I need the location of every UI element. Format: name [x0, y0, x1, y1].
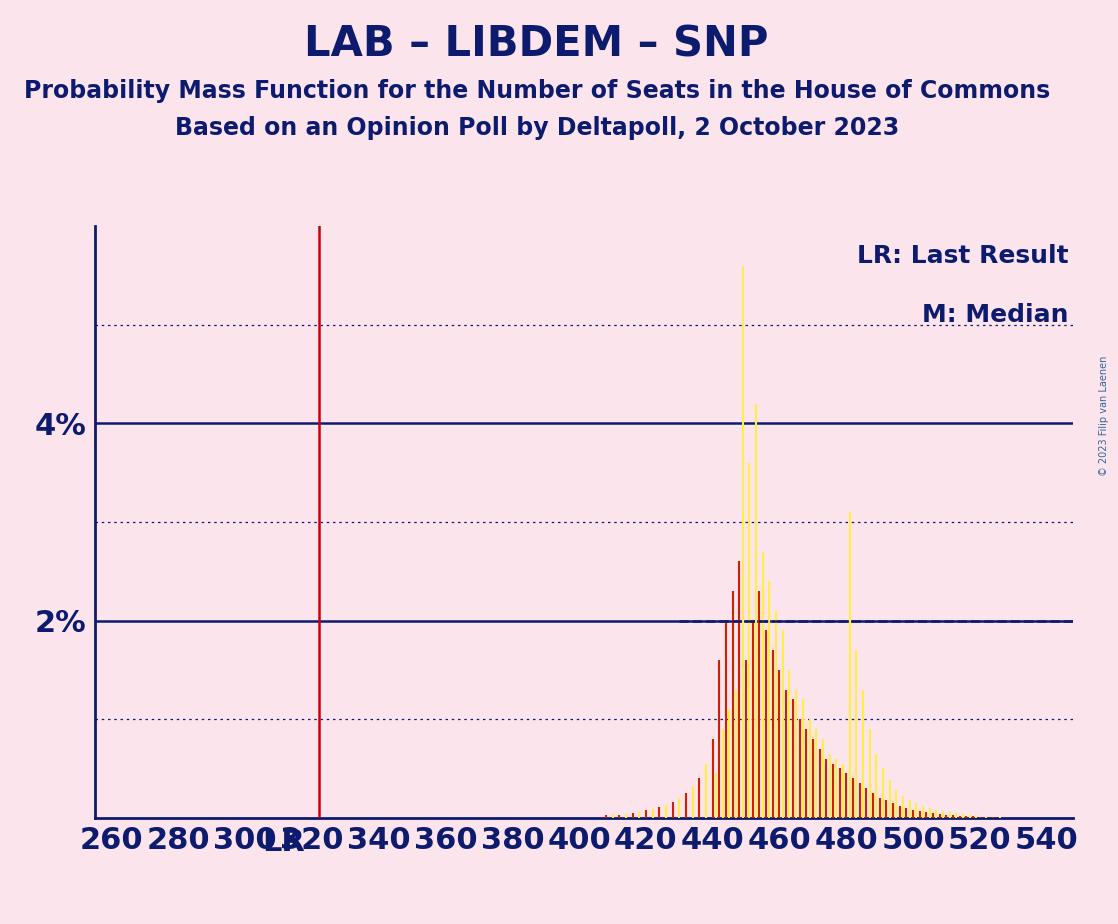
Text: LR: LR [263, 828, 305, 857]
Text: M: Median: M: Median [922, 303, 1069, 327]
Text: © 2023 Filip van Laenen: © 2023 Filip van Laenen [1099, 356, 1109, 476]
Text: LR: Last Result: LR: Last Result [856, 244, 1069, 268]
Text: Probability Mass Function for the Number of Seats in the House of Commons: Probability Mass Function for the Number… [23, 79, 1050, 103]
Text: LAB – LIBDEM – SNP: LAB – LIBDEM – SNP [304, 23, 769, 65]
Text: Based on an Opinion Poll by Deltapoll, 2 October 2023: Based on an Opinion Poll by Deltapoll, 2… [174, 116, 899, 140]
